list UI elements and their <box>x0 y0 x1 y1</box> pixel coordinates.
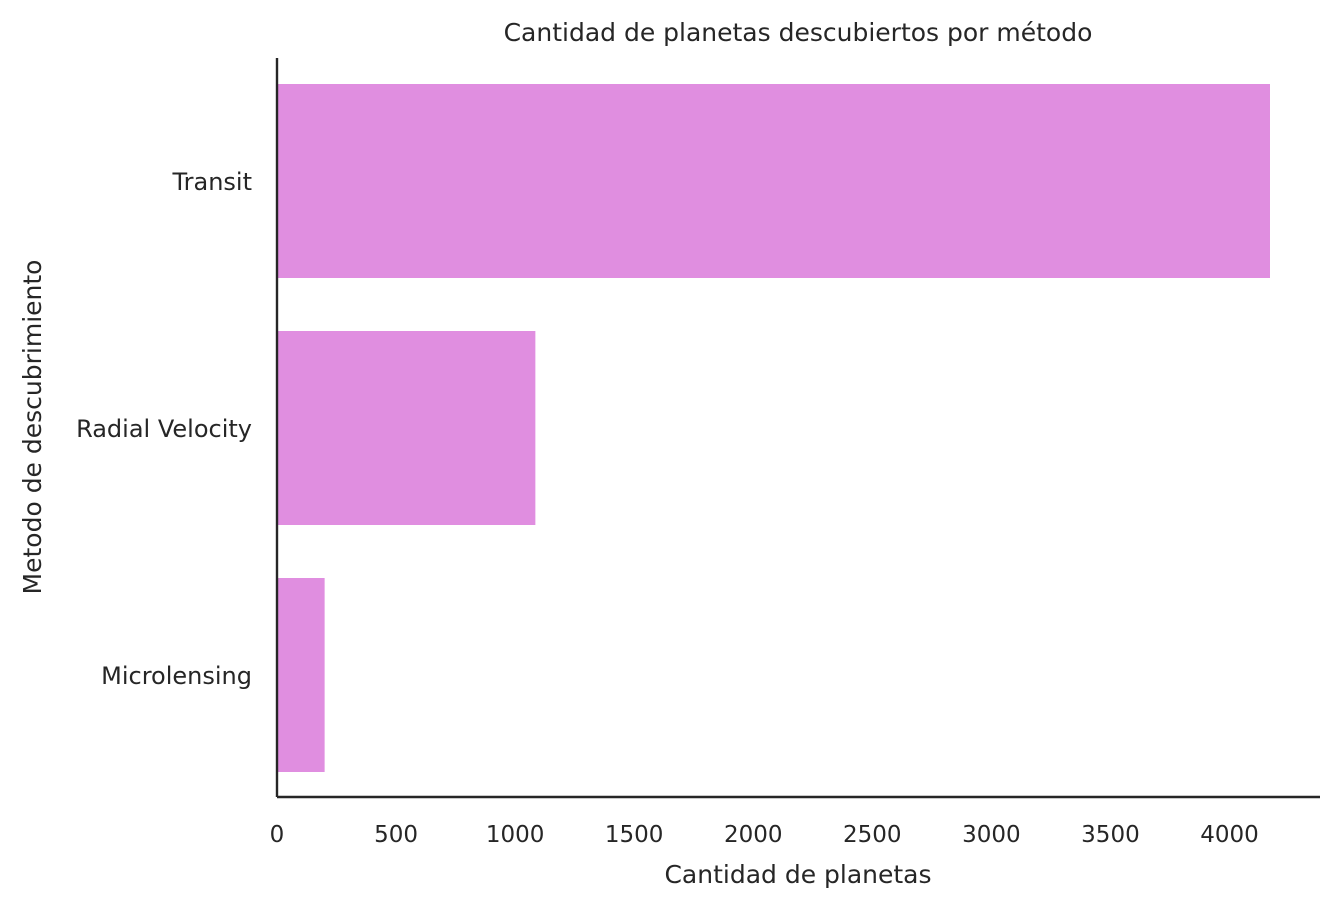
x-tick-label: 3500 <box>1081 822 1140 848</box>
y-tick-label: Radial Velocity <box>76 415 252 443</box>
x-tick-label: 0 <box>270 822 285 848</box>
bar-radial-velocity <box>277 331 536 525</box>
x-tick-label: 3000 <box>962 822 1021 848</box>
x-tick-label: 4000 <box>1200 822 1259 848</box>
bar-microlensing <box>277 578 325 772</box>
y-tick-label: Transit <box>172 168 253 196</box>
x-tick-label: 1500 <box>605 822 664 848</box>
y-tick-label: Microlensing <box>101 662 252 690</box>
x-tick-label: 1000 <box>486 822 545 848</box>
x-axis-label: Cantidad de planetas <box>664 860 931 889</box>
x-tick-label: 2500 <box>843 822 902 848</box>
x-tick-label: 2000 <box>724 822 783 848</box>
bar-transit <box>277 84 1270 278</box>
x-tick-label: 500 <box>374 822 418 848</box>
x-axis-ticks: 0 500 1000 1500 2000 2500 3000 3500 4000 <box>270 822 1259 848</box>
y-axis-ticks: Transit Radial Velocity Microlensing <box>76 168 252 690</box>
y-axis-label: Metodo de descubrimiento <box>18 260 47 595</box>
bars <box>277 84 1270 772</box>
chart-title: Cantidad de planetas descubiertos por mé… <box>504 18 1093 47</box>
